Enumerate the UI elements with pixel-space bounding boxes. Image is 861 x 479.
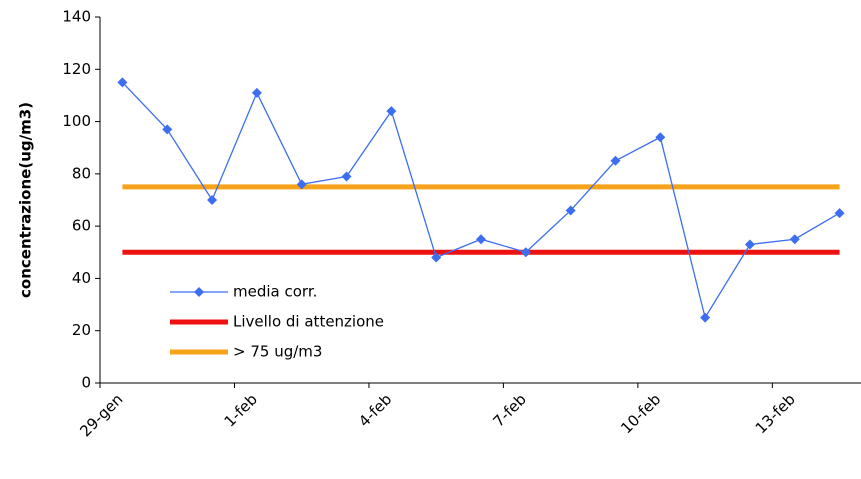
legend-label: > 75 ug/m3 <box>233 343 322 361</box>
y-tick-label: 20 <box>72 321 91 339</box>
x-tick-label: 10-feb <box>617 390 664 437</box>
y-tick-label: 0 <box>81 374 91 392</box>
legend: media corr. Livello di attenzione > 75 ug/… <box>170 283 384 361</box>
marker <box>386 106 397 117</box>
marker <box>476 234 486 245</box>
legend-label: media corr. <box>233 283 317 301</box>
marker <box>789 234 800 245</box>
marker <box>207 195 218 205</box>
y-tick-label: 120 <box>62 60 91 78</box>
marker <box>117 77 128 88</box>
y-tick-label: 80 <box>72 164 91 182</box>
y-tick-label: 60 <box>72 217 91 235</box>
marker <box>610 155 621 166</box>
marker <box>431 252 442 263</box>
marker <box>251 87 262 98</box>
y-axis-label: concentrazione(ug/m3) <box>17 102 35 298</box>
x-tick-label: 29-gen <box>76 390 126 440</box>
marker <box>341 171 352 182</box>
marker <box>700 312 711 323</box>
y-tick-label: 100 <box>62 112 91 130</box>
x-tick-label: 13-feb <box>752 390 799 437</box>
x-tick-label: 4-feb <box>355 390 395 430</box>
y-tick-label: 140 <box>62 8 91 26</box>
marker <box>744 239 755 250</box>
marker <box>296 179 307 190</box>
y-tick-label: 40 <box>72 269 91 287</box>
legend-marker <box>194 287 204 297</box>
marker <box>520 247 531 258</box>
marker <box>834 208 845 219</box>
marker <box>655 132 666 143</box>
x-tick-label: 1-feb <box>221 390 261 430</box>
marker <box>162 124 173 135</box>
marker <box>565 205 576 216</box>
line <box>121 81 840 320</box>
x-tick-label: 7-feb <box>490 390 530 430</box>
legend-label: Livello di attenzione <box>233 313 384 331</box>
